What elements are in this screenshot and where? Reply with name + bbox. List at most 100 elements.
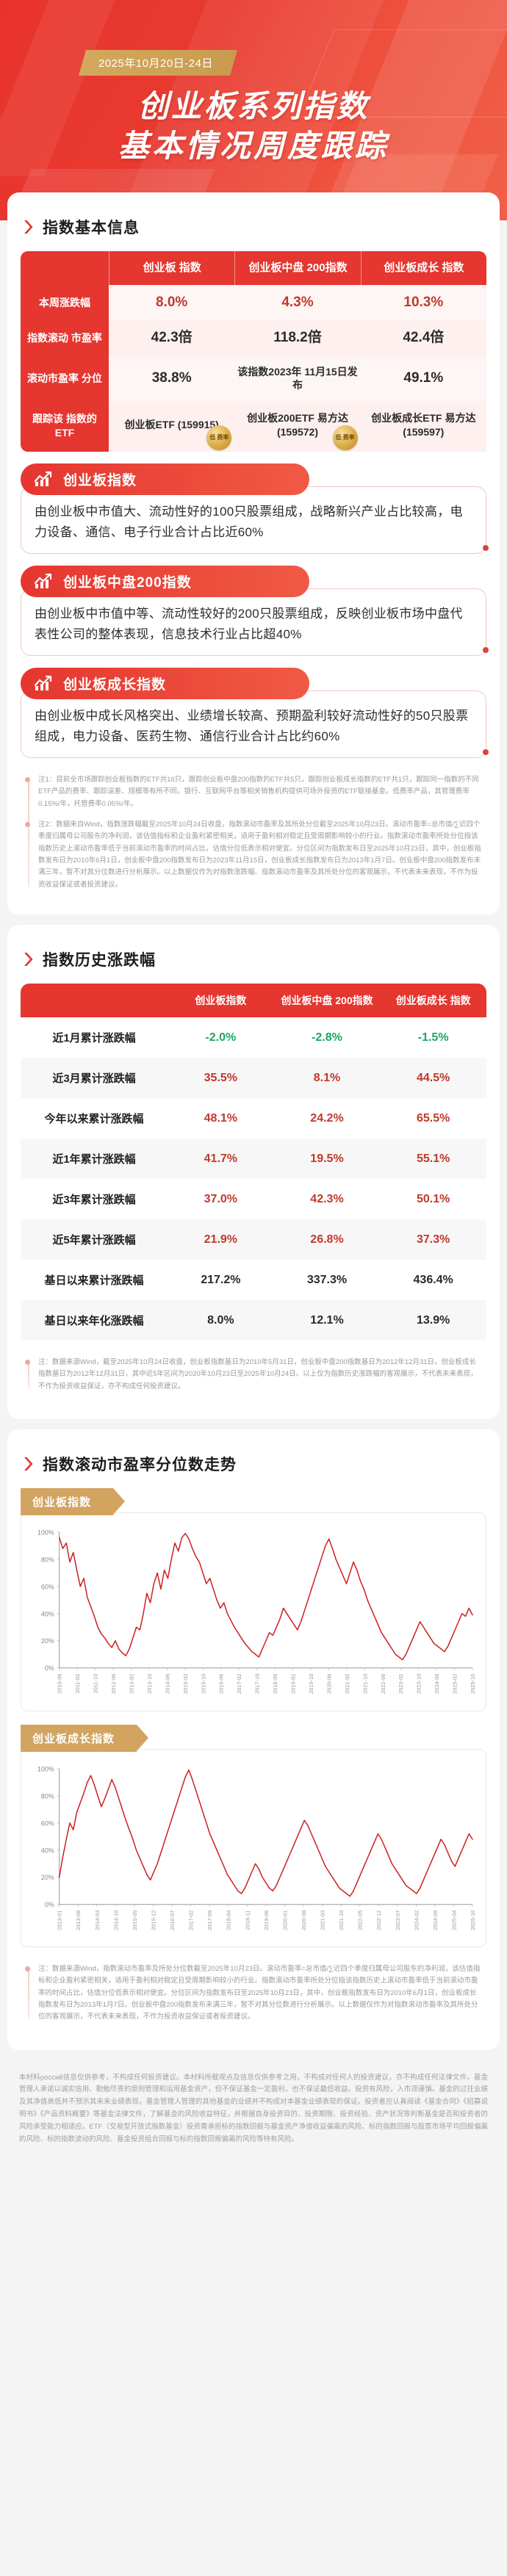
cell-5y-gemgrowth: 37.3% [380, 1219, 486, 1260]
cell-base-gemgrowth: 436.4% [413, 1273, 453, 1286]
cell-1m-gemgrowth: -1.5% [417, 1031, 449, 1044]
svg-text:60%: 60% [41, 1819, 54, 1827]
svg-text:2016-07: 2016-07 [169, 1910, 176, 1930]
section2-notes: 注：数据来源Wind，截至2025年10月24日收盘，创业板指数基日为2010年… [25, 1357, 482, 1393]
svg-text:2023-10: 2023-10 [416, 1674, 422, 1694]
table-row: 近1月累计涨跌幅 -2.0% -2.8% -1.5% [21, 1017, 486, 1058]
svg-text:2025-02: 2025-02 [452, 1674, 459, 1694]
cell-3y-gemgrowth: 50.1% [416, 1192, 450, 1205]
svg-text:2024-02: 2024-02 [413, 1910, 420, 1930]
svg-text:2025-10: 2025-10 [470, 1674, 476, 1694]
svg-text:2013-10: 2013-10 [146, 1674, 153, 1694]
table-row: 近3月累计涨跌幅 35.5% 8.1% 44.5% [21, 1058, 486, 1099]
blurb-gemgrowth-text: 由创业板中成长风格突出、业绩增长较高、预期盈利较好流动性好的50只股票组成，电力… [21, 690, 486, 759]
note-1: 注1：目前全市场跟踪创业板指数的ETF共16只，跟踪创业板中盘200指数的ETF… [25, 774, 482, 810]
cell-1y-gemgrowth: 55.1% [380, 1139, 486, 1180]
row-label-1y: 近1年累计涨跌幅 [21, 1139, 168, 1180]
svg-text:2018-04: 2018-04 [226, 1910, 232, 1930]
low-fee-seal-icon: 低 费率 [206, 425, 232, 450]
svg-text:2024-06: 2024-06 [434, 1674, 440, 1694]
svg-text:2021-10: 2021-10 [338, 1910, 345, 1930]
chart-panel-gemgrowth: 创业板成长指数 0% 20% 40% 60% 80% 100% 2013-01 2013-08… [21, 1724, 486, 1947]
chevron-right-icon [24, 952, 33, 966]
table-header-row: 创业板 指数 创业板中盘 200指数 创业板成长 指数 [21, 251, 486, 285]
svg-text:2017-02: 2017-02 [236, 1674, 242, 1694]
svg-text:2017-09: 2017-09 [206, 1910, 213, 1930]
svg-text:2021-02: 2021-02 [344, 1674, 350, 1694]
pe-percentile-chart-gem: 0% 20% 40% 60% 80% 100% 2010-06 2011-02 2011-10 2… [37, 1529, 476, 1695]
cell-1y-gem: 41.7% [168, 1139, 274, 1180]
svg-text:20%: 20% [41, 1637, 54, 1645]
svg-text:2011-02: 2011-02 [74, 1674, 81, 1694]
svg-text:2022-12: 2022-12 [375, 1910, 382, 1930]
cell-pct-gemgrowth: 49.1% [360, 356, 486, 401]
svg-text:80%: 80% [41, 1792, 54, 1800]
svg-text:0%: 0% [45, 1664, 54, 1672]
cell-ytd-gem: 48.1% [204, 1111, 238, 1125]
blurb-gem-title: 创业板指数 [63, 472, 137, 488]
section2-title: 指数历史涨跌幅 [43, 951, 156, 969]
cell-3y-gem200: 42.3% [310, 1192, 344, 1205]
cell-pe-gem: 42.3倍 [109, 320, 235, 357]
cell-3y-gem: 37.0% [204, 1192, 238, 1205]
svg-text:0%: 0% [45, 1901, 54, 1908]
svg-text:2012-06: 2012-06 [110, 1674, 117, 1694]
table-row: 近1年累计涨跌幅 41.7% 19.5% 55.1% [21, 1139, 486, 1180]
blurb-dot-icon [483, 646, 489, 653]
table-row: 近3年累计涨跌幅 37.0% 42.3% 50.1% [21, 1179, 486, 1219]
hero-banner: 2025年10月20日-24日 创业板系列指数 基本情况周度跟踪 [0, 0, 507, 220]
blurb-dot-icon [483, 749, 489, 756]
svg-text:2021-10: 2021-10 [362, 1674, 368, 1694]
etf-name-gemgrowth: 创业板成长ETF 易方达 (159597) [371, 411, 476, 439]
chart-tag-gemgrowth: 创业板成长指数 [21, 1724, 149, 1752]
section1-notes: 注1：目前全市场跟踪创业板指数的ETF共16只，跟踪创业板中盘200指数的ETF… [25, 774, 482, 891]
chart-tag-gem: 创业板指数 [21, 1488, 126, 1516]
svg-text:2014-03: 2014-03 [94, 1910, 101, 1930]
svg-text:2018-06: 2018-06 [272, 1674, 278, 1694]
svg-text:2022-05: 2022-05 [357, 1910, 364, 1930]
cell-ann-gem: 8.0% [168, 1300, 274, 1341]
cell-base-gem200: 337.3% [306, 1273, 348, 1286]
cell-etf-gem200: 创业板200ETF 易方达 (159572) 低 费率 [234, 400, 361, 452]
svg-text:2013-08: 2013-08 [75, 1910, 82, 1930]
svg-text:2020-01: 2020-01 [281, 1910, 288, 1930]
history-returns-table: 创业板指数 创业板中盘 200指数 创业板成长 指数 近1月累计涨跌幅 -2.0… [21, 983, 486, 1341]
col-header-gemgrowth: 创业板成长 指数 [360, 251, 486, 285]
row-label-3m: 近3月累计涨跌幅 [21, 1058, 168, 1099]
svg-text:2019-10: 2019-10 [308, 1674, 314, 1694]
chart-box-gemgrowth: 0% 20% 40% 60% 80% 100% 2013-01 2013-08 2014-03 2… [21, 1748, 486, 1947]
note-2: 注2：数据来自Wind，指数涨跌幅截至2025年10月24日收盘，指数滚动市盈率… [25, 819, 482, 891]
page-title-line2: 基本情况周度跟踪 [118, 127, 389, 164]
svg-text:2023-07: 2023-07 [395, 1910, 401, 1930]
chevron-right-icon [24, 1457, 33, 1471]
svg-text:2022-06: 2022-06 [380, 1674, 386, 1694]
blurb-gemgrowth: 创业板成长指数 由创业板中成长风格突出、业绩增长较高、预期盈利较好流动性好的50… [21, 667, 489, 759]
table-row: 滚动市盈率 分位 38.8% 该指数2023年 11月15日发布 49.1% [21, 356, 486, 401]
svg-text:2011-10: 2011-10 [93, 1674, 99, 1694]
cell-1m-gem: -2.0% [205, 1031, 237, 1044]
svg-text:2019-06: 2019-06 [263, 1910, 270, 1930]
section1-title: 指数基本信息 [43, 220, 140, 237]
row-label-weekly-change: 本周涨跌幅 [21, 284, 109, 321]
svg-text:40%: 40% [41, 1610, 54, 1617]
section1-header: 指数基本信息 [24, 216, 486, 238]
page-title: 创业板系列指数 基本情况周度跟踪 [0, 87, 507, 166]
section2-header: 指数历史涨跌幅 [24, 948, 486, 970]
cell-base-gem: 217.2% [201, 1273, 241, 1286]
section-index-basics: 指数基本信息 创业板 指数 创业板中盘 200指数 创业板成长 指数 本周涨跌幅… [7, 192, 500, 914]
cell-3m-gem: 35.5% [168, 1058, 274, 1099]
cell-pct-gem: 38.8% [109, 356, 235, 401]
table-row: 近5年累计涨跌幅 21.9% 26.8% 37.3% [21, 1219, 486, 1260]
cell-5y-gem: 21.9% [168, 1219, 274, 1260]
cell-3m-gemgrowth: 44.5% [380, 1058, 486, 1099]
svg-text:80%: 80% [41, 1556, 54, 1563]
cell-1y-gem200: 19.5% [273, 1139, 381, 1180]
pe-percentile-chart-gemgrowth: 0% 20% 40% 60% 80% 100% 2013-01 2013-08 2014-03 2… [37, 1765, 476, 1930]
row-label-5y: 近5年累计涨跌幅 [21, 1219, 168, 1260]
svg-text:2019-02: 2019-02 [290, 1674, 297, 1694]
svg-text:2025-10: 2025-10 [470, 1910, 476, 1930]
note-4: 注：数据来源Wind，指数滚动市盈率及所处分位数截至2025年10月23日。滚动… [25, 1963, 482, 2024]
svg-text:2021-03: 2021-03 [320, 1910, 326, 1930]
row-label-pe-ttm: 指数滚动 市盈率 [21, 320, 109, 357]
cell-pe-gemgrowth: 42.4倍 [360, 320, 486, 357]
